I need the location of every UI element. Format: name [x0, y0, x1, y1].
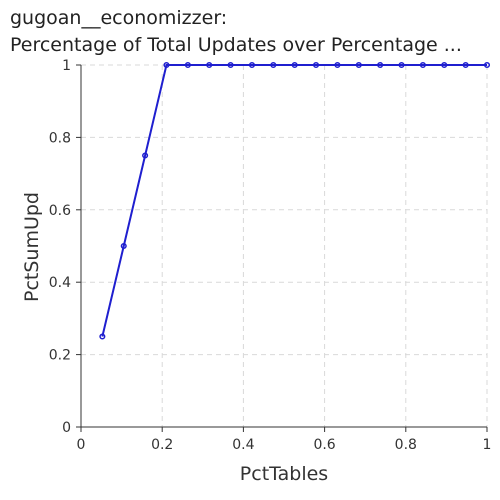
y-tick-label-0: 0	[62, 420, 71, 436]
data-point-0-8	[270, 61, 277, 69]
chart-title-line-1: gugoan__economizzer:	[10, 7, 227, 29]
data-point-0-13	[377, 61, 384, 69]
data-point-0-17	[462, 61, 469, 69]
x-tick-label-5: 1	[483, 437, 492, 453]
x-tick-label-2: 0.4	[232, 437, 254, 453]
grid	[81, 64, 488, 427]
data-point-0-4	[184, 61, 191, 69]
tick-labels: 0 0.2 0.4 0.6 0.8 1 0 0.2 0.4 0.6 0.8 1	[49, 58, 492, 453]
data-point-0-10	[312, 61, 320, 69]
series-line-0	[101, 64, 487, 337]
data-point-0-0	[99, 333, 106, 340]
x-tick-label-1: 0.2	[151, 437, 173, 453]
data-point-0-18	[483, 61, 491, 69]
axes	[76, 64, 488, 432]
x-axis-title: PctTables	[240, 463, 328, 485]
data-point-0-3	[163, 61, 170, 69]
y-tick-label-2: 0.4	[49, 275, 71, 291]
data-point-0-6	[227, 61, 234, 69]
y-axis-title: PctSumUpd	[21, 192, 43, 302]
x-tick-label-3: 0.6	[313, 437, 335, 453]
series-layer	[99, 61, 491, 340]
chart-title-line-2: Percentage of Total Updates over Percent…	[10, 34, 462, 56]
y-tick-label-1: 0.2	[49, 348, 71, 364]
data-point-0-14	[398, 61, 405, 69]
y-tick-label-5: 1	[62, 58, 71, 74]
data-point-0-16	[441, 61, 448, 69]
y-tick-label-3: 0.6	[49, 203, 71, 219]
x-tick-label-0: 0	[77, 437, 86, 453]
data-point-0-1	[120, 242, 127, 250]
data-point-0-9	[291, 61, 298, 69]
data-point-0-15	[419, 61, 426, 69]
data-point-0-7	[248, 61, 256, 69]
data-point-0-11	[334, 61, 341, 69]
y-tick-label-4: 0.8	[49, 130, 71, 146]
data-point-0-5	[206, 61, 213, 69]
x-tick-label-4: 0.8	[395, 437, 417, 453]
data-point-0-2	[142, 152, 149, 159]
data-point-0-12	[355, 61, 362, 69]
